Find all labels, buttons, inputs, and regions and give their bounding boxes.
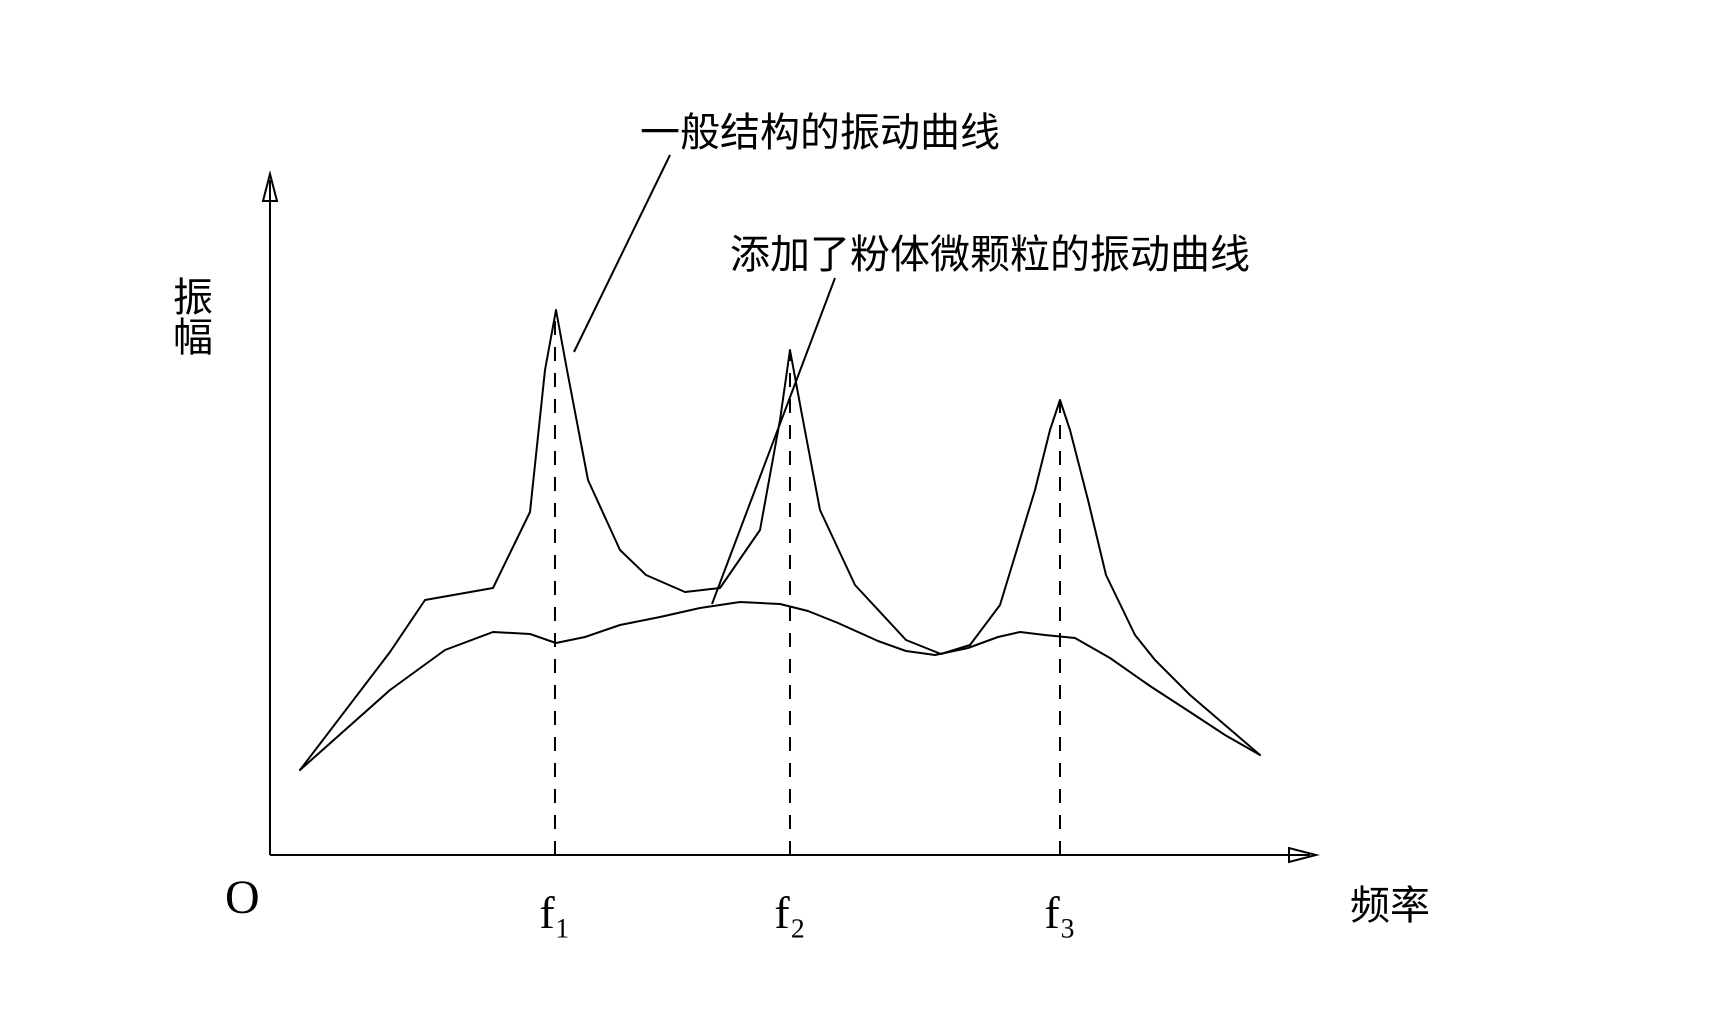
xtick-0: f₁	[539, 886, 570, 939]
title1-label: 一般结构的振动曲线	[640, 100, 1000, 158]
origin-label: O	[225, 870, 260, 925]
xtick-2: f₃	[1044, 886, 1075, 939]
title2-label: 添加了粉体微颗粒的振动曲线	[730, 222, 1250, 280]
chart: 一般结构的振动曲线 添加了粉体微颗粒的振动曲线 振幅 频率 O f₁ f₂ f₃	[0, 0, 1716, 1033]
y-axis-label: 振幅	[160, 276, 218, 356]
xtick-1: f₂	[774, 886, 805, 939]
x-axis-label: 频率	[1350, 873, 1430, 931]
